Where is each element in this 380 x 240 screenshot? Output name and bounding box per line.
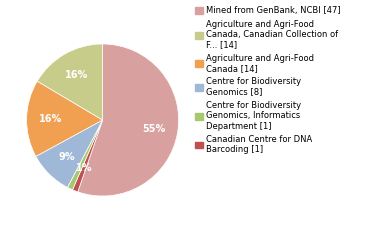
Text: 16%: 16% [65,70,89,80]
Wedge shape [27,81,103,156]
Text: 1%: 1% [76,163,92,173]
Wedge shape [37,44,103,120]
Legend: Mined from GenBank, NCBI [47], Agriculture and Agri-Food
Canada, Canadian Collec: Mined from GenBank, NCBI [47], Agricultu… [194,5,343,156]
Wedge shape [36,120,103,187]
Wedge shape [73,120,103,192]
Wedge shape [78,44,179,196]
Text: 9%: 9% [58,152,74,162]
Wedge shape [68,120,103,190]
Text: 16%: 16% [39,114,63,124]
Text: 55%: 55% [142,124,165,133]
